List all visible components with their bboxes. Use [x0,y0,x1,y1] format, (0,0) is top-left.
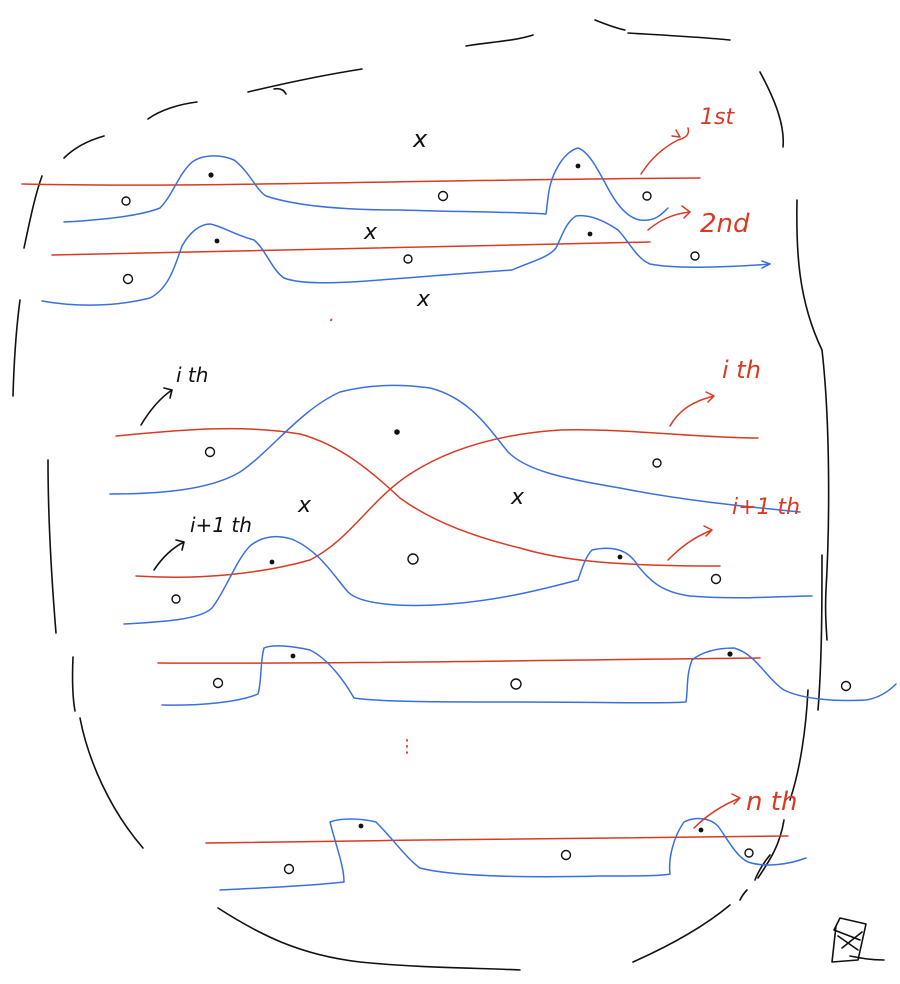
label-i1th-right: i+1 th [732,495,800,520]
boundary-stroke [817,554,823,711]
boundary-stroke [12,299,21,397]
boundary-stroke [796,199,830,641]
label-nth: n th [746,787,797,817]
red-curve-rown [205,835,789,844]
boundary-stroke [71,656,76,712]
arrow-ith-left [140,387,173,426]
label-first: 1st [700,105,735,130]
puncture-dot [214,238,220,244]
boundary-stroke [739,889,748,901]
blue-curve-row2 [41,214,771,306]
puncture-dot [394,429,400,435]
cross-mark: x [416,287,431,312]
blue-curve-row4 [161,645,897,706]
boundary-stroke [273,87,287,95]
row-nth: n th [205,787,807,891]
red-curve-row2 [51,241,651,256]
hole-marker [652,458,662,468]
row-crossing: x x i th i+1 th i th i+1 th [109,356,813,625]
signature-scribble [831,917,885,963]
boundary-stroke [754,854,771,881]
arrow-tip [761,260,771,269]
hole-marker [283,863,295,875]
label-ith-right: i th [722,356,761,384]
red-curve-i1th [135,429,759,578]
puncture-dot [575,163,581,169]
boundary-stroke [789,689,809,801]
hole-marker [121,196,131,206]
boundary-stroke [147,101,198,120]
boundary-stroke [47,459,57,634]
red-curve-row1 [21,177,701,186]
hole-marker [122,273,134,285]
hole-marker [710,573,722,585]
blue-curve-ith [109,384,801,513]
boundary-stroke [594,19,626,31]
hole-marker [437,190,449,202]
hole-marker [403,254,413,264]
arrow-i1th-left [153,539,185,571]
cross-mark: x [510,485,525,510]
blue-curve-i1th [123,535,813,625]
row-second: x x 2nd · [41,205,771,331]
label-second: 2nd [700,209,750,239]
hole-marker [560,849,572,861]
arrow-i1th-right [667,525,713,561]
label-i1th-left: i+1 th [190,513,252,537]
puncture-dot [587,231,593,237]
puncture-dot [208,172,214,178]
puncture-dot [358,823,364,829]
arrow-second [647,205,691,231]
arrow-first [640,127,690,175]
puncture-dot [698,827,704,833]
boundary-stroke [247,68,363,93]
boundary-stroke [465,34,534,47]
blue-curve-row1 [63,147,669,223]
boundary-stroke [23,175,43,249]
hole-marker [212,677,224,689]
blue-curve-rown [219,817,807,891]
red-curve-row4 [157,657,761,664]
ellipsis-mark: ⋮ [398,736,416,757]
red-curve-ith [115,427,721,567]
cross-mark: x [412,125,428,153]
arrow-nth [693,793,741,829]
label-ith-left: i th [176,363,208,387]
puncture-dot [290,653,296,659]
hole-marker [171,594,181,604]
puncture-dot [269,559,275,565]
hole-marker [642,191,652,201]
boundary-strokes [12,19,830,971]
signature-stroke [831,917,885,963]
cross-mark: x [297,493,312,518]
boundary-stroke [63,135,105,159]
row-first: x 1st [21,105,735,223]
boundary-stroke [79,717,144,849]
hole-marker [407,553,419,565]
puncture-dot [727,651,733,657]
row-fourth: ⋮ [157,645,897,757]
boundary-stroke [632,904,731,963]
hole-marker [690,251,700,261]
hole-marker [744,848,754,858]
boundary-stroke [627,32,731,41]
hole-marker [510,678,522,690]
puncture-dot [617,554,623,560]
boundary-stroke [217,907,521,971]
boundary-stroke [757,819,785,879]
hole-marker [840,680,852,692]
hole-marker [204,446,216,458]
ellipsis-mark: · [328,310,334,331]
boundary-stroke [759,71,785,148]
arrow-ith-right [669,391,715,427]
cross-mark: x [363,220,378,245]
